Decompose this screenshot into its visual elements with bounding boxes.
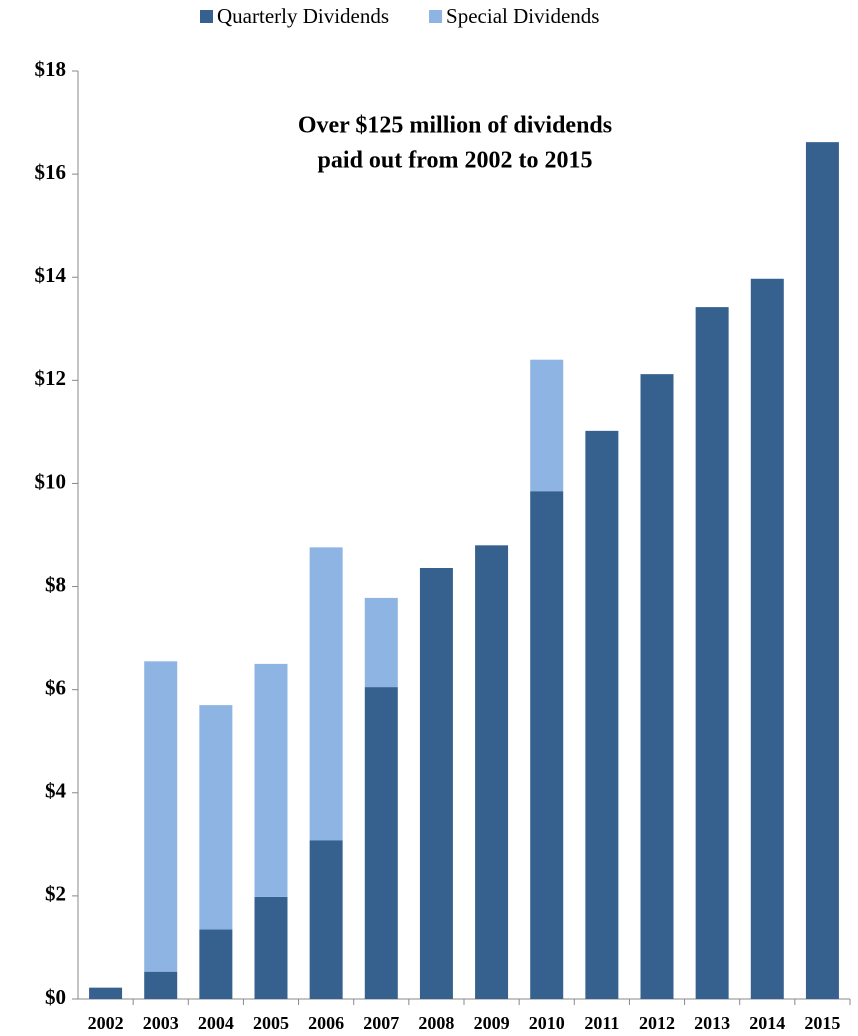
x-tick-label: 2014 [749,1013,785,1033]
bar-segment [309,547,343,841]
x-tick-label: 2005 [253,1013,289,1033]
y-tick-label: $18 [35,57,67,81]
bar-segment [419,567,453,999]
bar-segment [530,359,564,492]
bar-segment [144,971,178,999]
bar-segment [475,545,509,999]
y-tick-label: $6 [45,675,66,699]
y-tick-label: $4 [45,779,67,803]
x-tick-label: 2015 [804,1013,840,1033]
annotation: Over $125 million of dividends [298,113,612,139]
bar-segment [695,307,729,999]
x-tick-label: 2004 [198,1013,234,1033]
x-tick-label: 2011 [584,1013,619,1033]
bar-segment [309,840,343,999]
bar-segment [199,929,233,999]
x-tick-label: 2013 [694,1013,730,1033]
y-tick-label: $12 [35,366,67,390]
y-tick-label: $0 [45,985,66,1009]
y-tick-label: $8 [45,572,66,596]
x-tick-label: 2012 [639,1013,675,1033]
legend-label: Quarterly Dividends [217,4,389,28]
x-tick-label: 2002 [88,1013,124,1033]
y-tick-label: $16 [35,160,67,184]
legend-swatch [200,10,213,23]
bar-segment [364,687,398,999]
y-tick-label: $14 [35,263,67,287]
bar-segment [805,142,839,999]
x-tick-label: 2010 [529,1013,565,1033]
x-tick-label: 2006 [308,1013,344,1033]
bar-segment [199,705,233,930]
annotation: paid out from 2002 to 2015 [318,148,593,174]
bar-segment [364,597,398,688]
x-tick-label: 2008 [418,1013,454,1033]
legend-label: Special Dividends [446,4,599,28]
bar-segment [144,661,178,972]
legend-swatch [429,10,443,23]
x-tick-label: 2009 [474,1013,510,1033]
bar-segment [254,896,288,999]
y-tick-label: $10 [35,469,67,493]
bar-segment [89,987,123,999]
bar-segment [254,663,288,897]
x-tick-label: 2007 [363,1013,399,1033]
bar-segment [640,374,674,999]
y-tick-label: $2 [45,882,66,906]
bar-segment [585,430,619,999]
bar-segment [530,491,564,999]
x-tick-label: 2003 [143,1013,179,1033]
bar-segment [750,278,784,999]
